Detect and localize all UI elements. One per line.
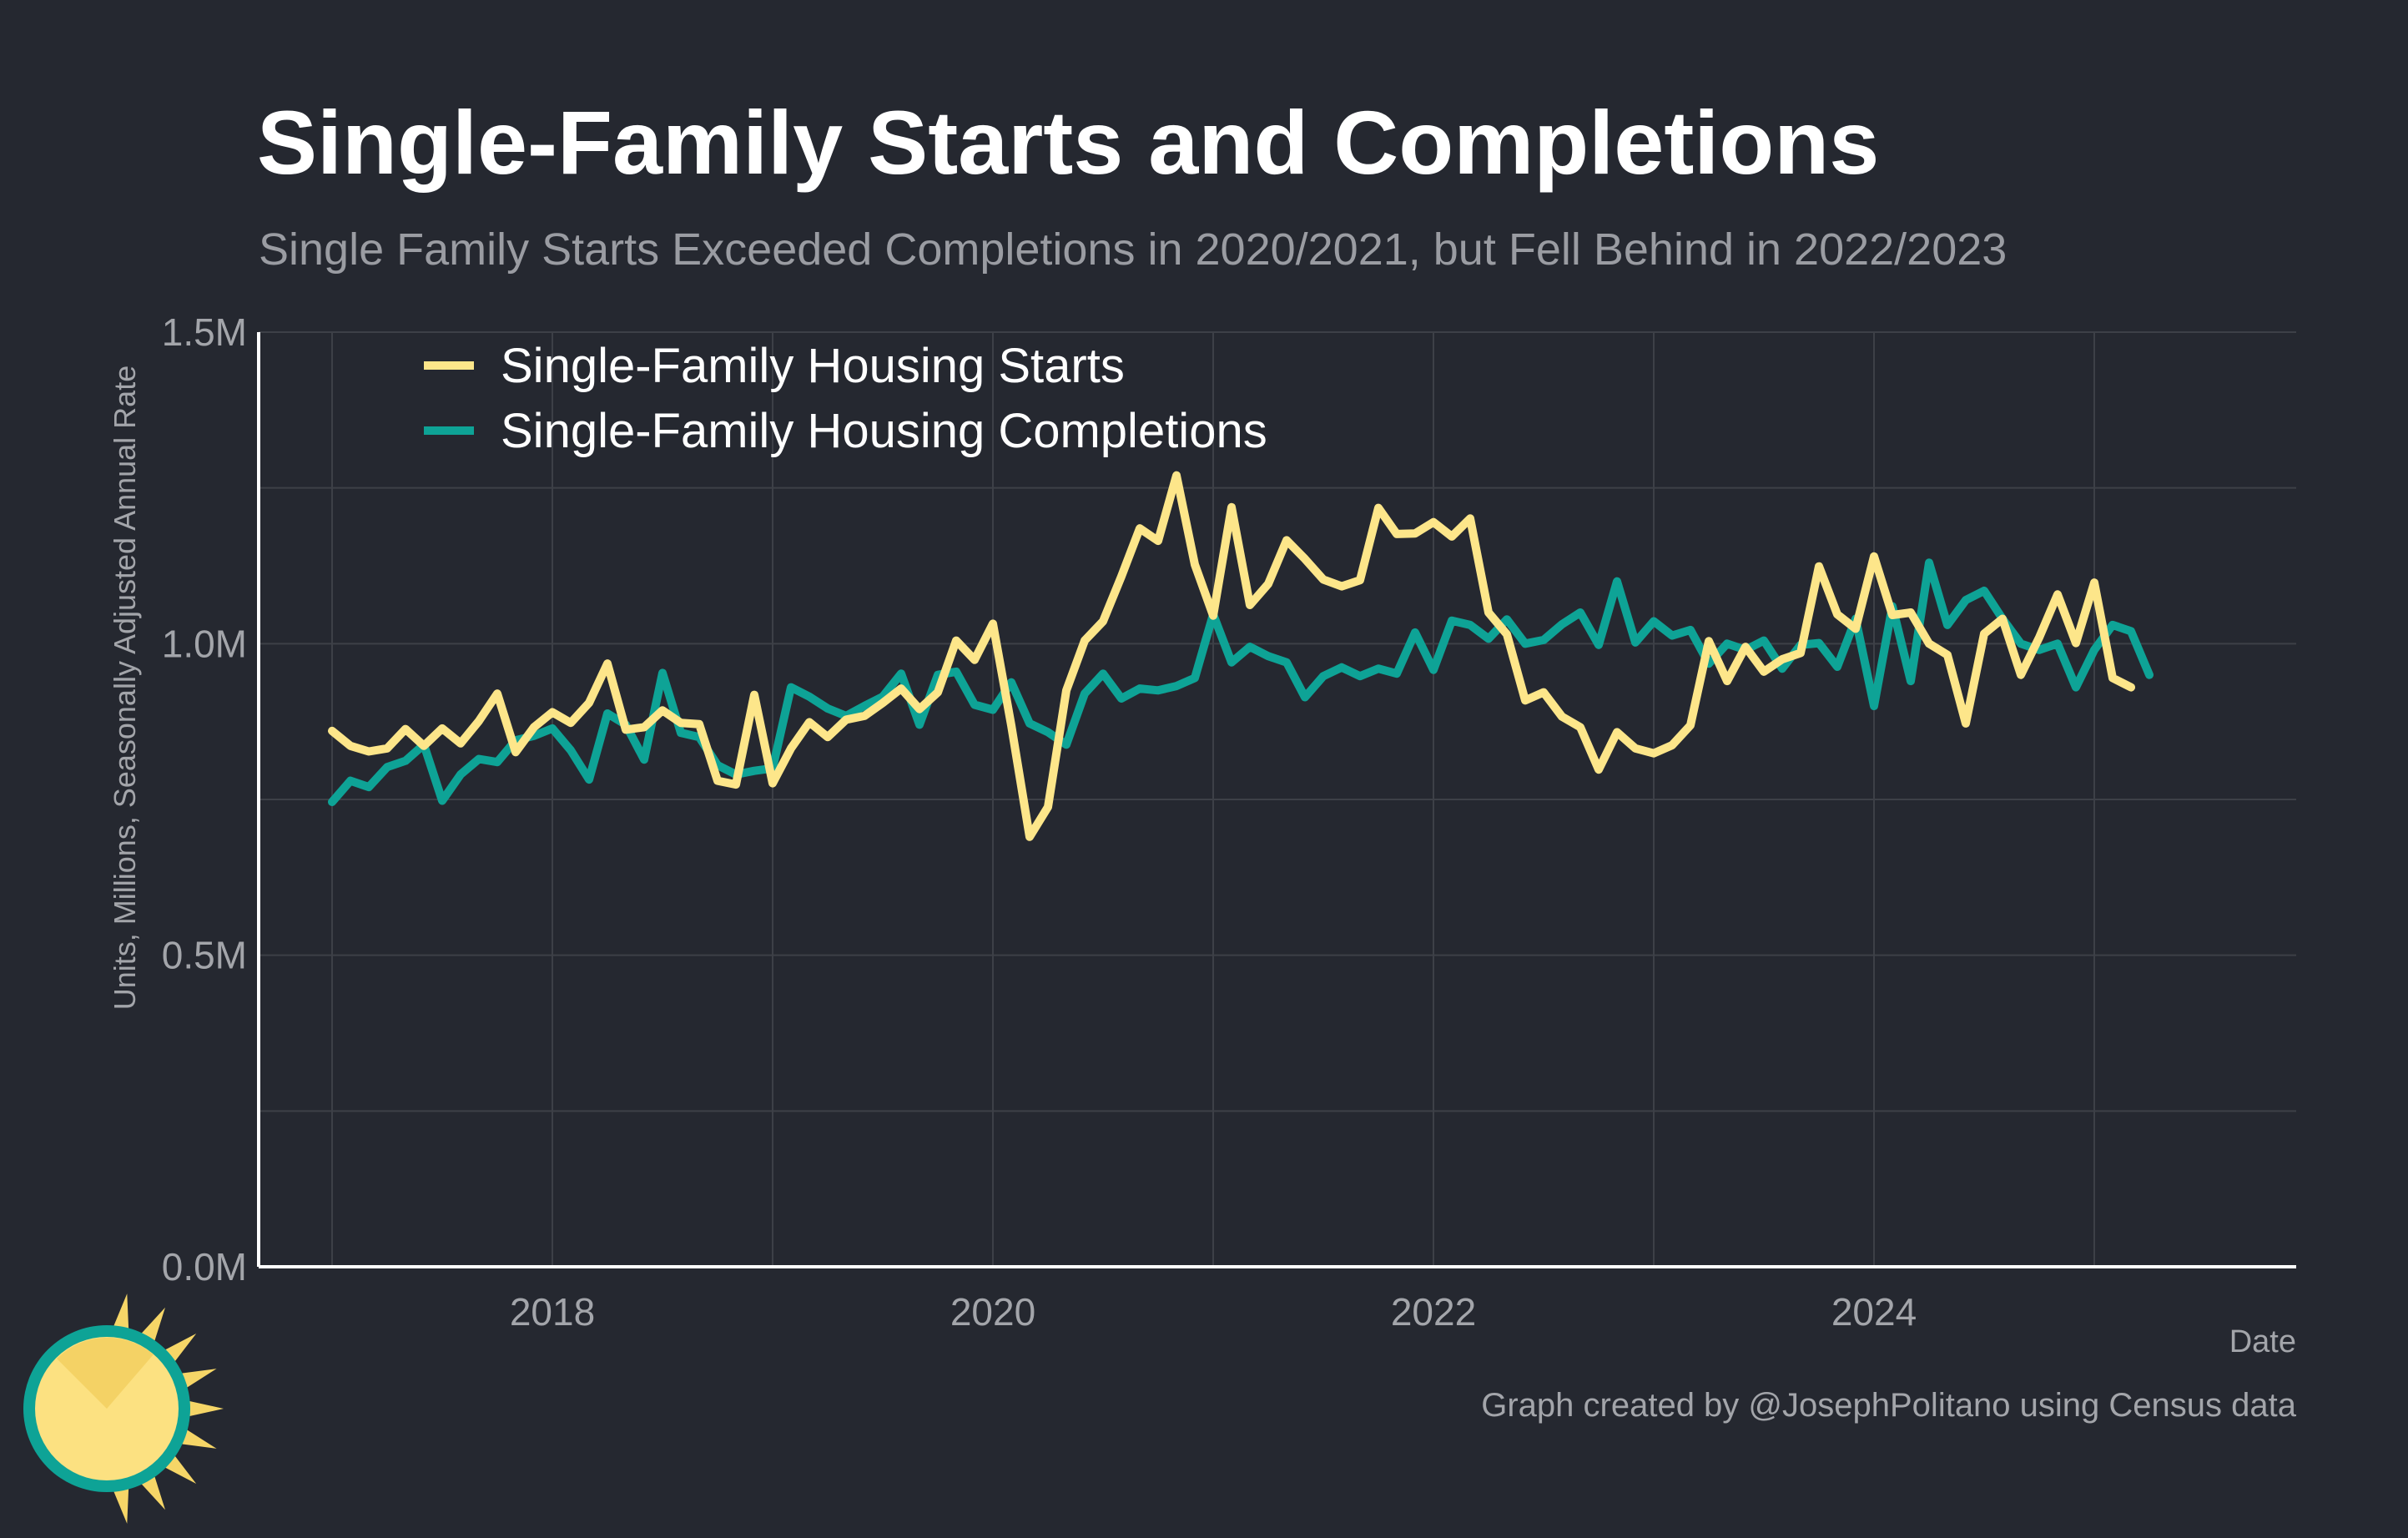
x-tick-label: 2020 bbox=[950, 1290, 1035, 1334]
legend-label-completions: Single-Family Housing Completions bbox=[501, 404, 1267, 458]
chart-title: Single-Family Starts and Completions bbox=[257, 92, 1880, 193]
y-tick-label: 1.5M bbox=[162, 310, 247, 354]
x-tick-label: 2018 bbox=[510, 1290, 595, 1334]
chart-subtitle: Single Family Starts Exceeded Completion… bbox=[259, 224, 2008, 275]
x-axis-title: Date bbox=[2229, 1324, 2296, 1359]
x-tick-label: 2024 bbox=[1831, 1290, 1917, 1334]
completions-line bbox=[328, 558, 2154, 806]
x-tick-label: 2022 bbox=[1391, 1290, 1476, 1334]
y-axis-title: Units, Millions, Seasonally Adjusted Ann… bbox=[108, 366, 142, 1010]
y-tick-label: 0.5M bbox=[162, 934, 247, 977]
x-tick-labels: 2018 2020 2022 2024 bbox=[510, 1290, 1917, 1334]
y-tick-label: 0.0M bbox=[162, 1245, 247, 1288]
gridlines bbox=[259, 331, 2296, 1267]
axes bbox=[257, 332, 2296, 1268]
y-tick-labels: 0.0M 0.5M 1.0M 1.5M bbox=[162, 310, 247, 1288]
y-tick-label: 1.0M bbox=[162, 622, 247, 665]
logo-wedge bbox=[57, 1337, 154, 1409]
source-credit: Graph created by @JosephPolitano using C… bbox=[1481, 1387, 2296, 1424]
legend-label-starts: Single-Family Housing Starts bbox=[501, 339, 1125, 393]
starts-line bbox=[328, 471, 2135, 841]
sun-logo-icon bbox=[23, 1293, 224, 1524]
series-lines bbox=[328, 471, 2154, 841]
legend: Single-Family Housing Starts Single-Fami… bbox=[424, 339, 1267, 458]
